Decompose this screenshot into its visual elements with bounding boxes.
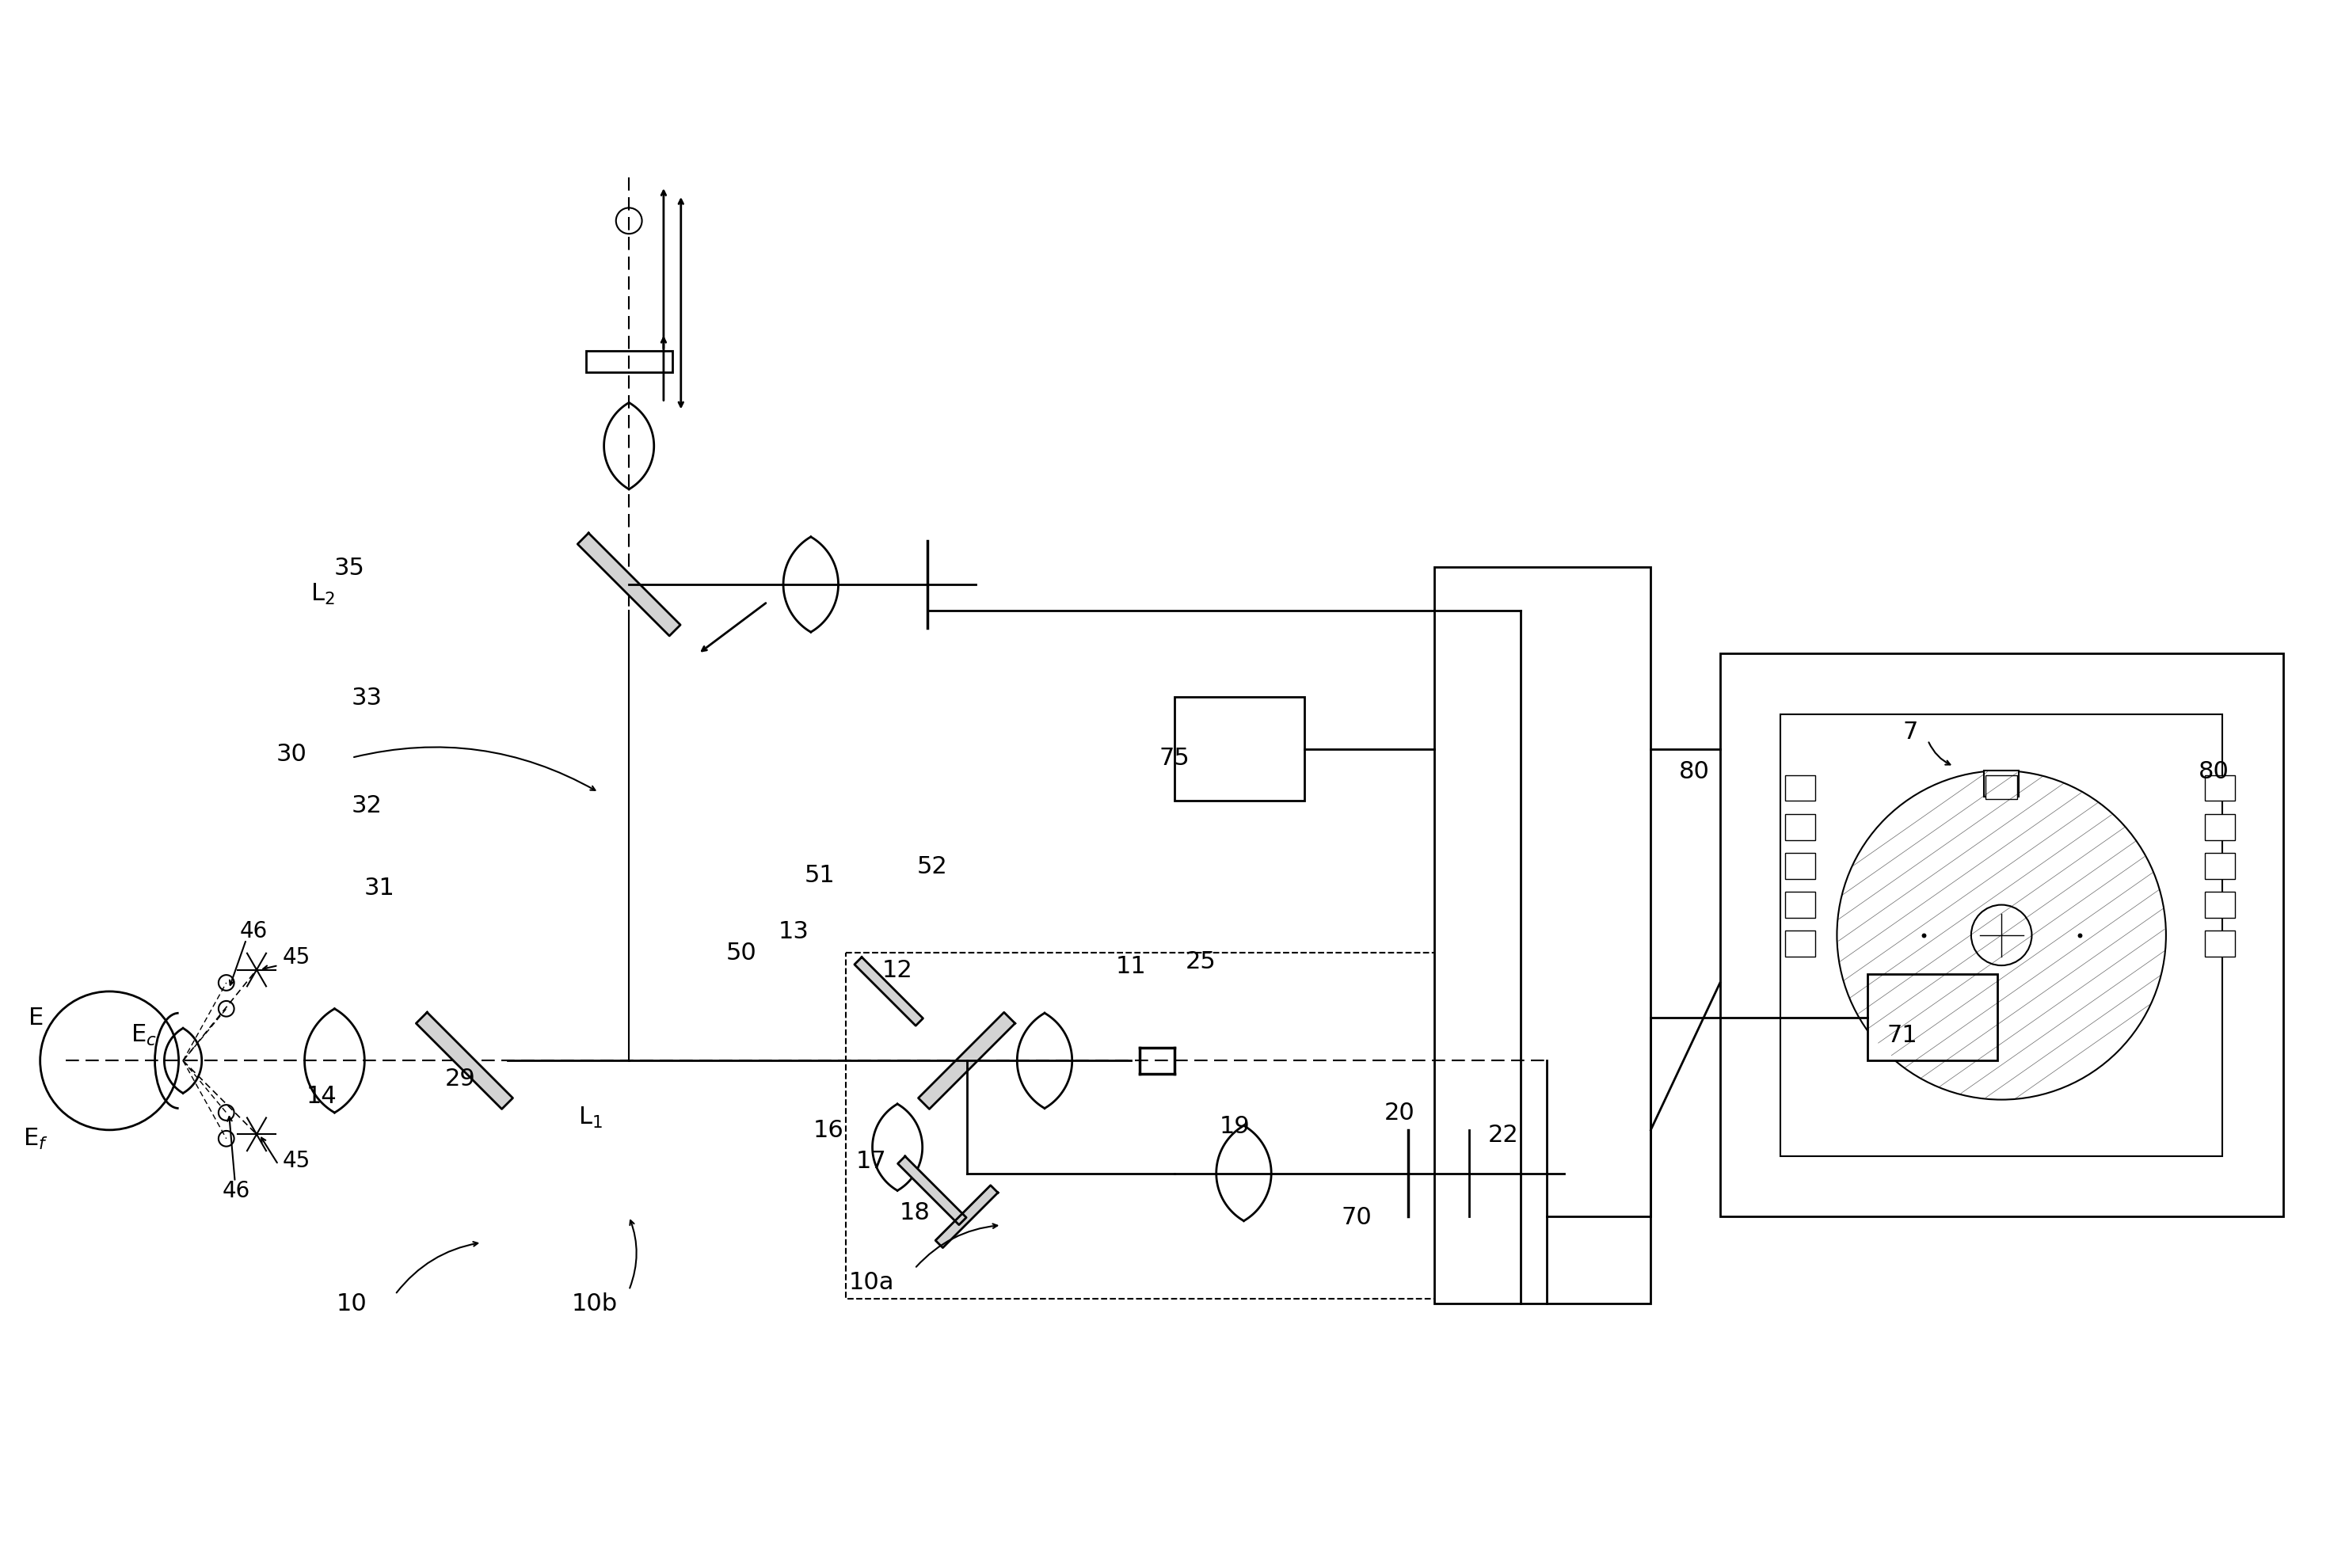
Bar <box>1785 931 1816 956</box>
Text: 33: 33 <box>352 685 383 709</box>
Text: 10b: 10b <box>571 1292 618 1314</box>
Text: 11: 11 <box>1116 955 1146 977</box>
Text: 71: 71 <box>1886 1024 1917 1046</box>
Polygon shape <box>855 958 923 1025</box>
Bar <box>1985 771 2018 797</box>
Text: 32: 32 <box>352 793 383 817</box>
Text: 45: 45 <box>282 946 310 967</box>
Bar <box>846 953 1539 1298</box>
Bar <box>1785 814 1816 840</box>
Polygon shape <box>897 1157 965 1225</box>
Bar <box>2206 931 2236 956</box>
Polygon shape <box>918 1013 1015 1109</box>
Bar <box>2206 775 2236 801</box>
Text: 31: 31 <box>364 877 395 900</box>
Polygon shape <box>935 1185 998 1248</box>
Bar <box>1867 974 1997 1062</box>
Text: 30: 30 <box>275 742 308 765</box>
Text: 10a: 10a <box>848 1270 895 1294</box>
Text: E$_c$: E$_c$ <box>132 1022 157 1047</box>
Bar <box>1985 775 2018 800</box>
Text: E$_f$: E$_f$ <box>23 1126 49 1151</box>
Text: 46: 46 <box>223 1179 249 1201</box>
Text: 7: 7 <box>1903 721 1919 743</box>
Text: 70: 70 <box>1341 1206 1372 1228</box>
Bar <box>585 351 672 373</box>
Bar <box>1785 775 1816 801</box>
Bar <box>2206 892 2236 919</box>
Bar <box>1785 892 1816 919</box>
Text: 10: 10 <box>336 1292 366 1314</box>
Text: 80: 80 <box>2199 759 2229 782</box>
Text: 20: 20 <box>1384 1101 1414 1124</box>
Text: 17: 17 <box>855 1149 888 1171</box>
Text: 13: 13 <box>778 920 808 942</box>
Text: 25: 25 <box>1186 950 1217 972</box>
Text: 29: 29 <box>444 1066 474 1090</box>
Text: 18: 18 <box>900 1201 930 1225</box>
Text: L$_2$: L$_2$ <box>310 582 334 605</box>
Bar <box>1785 853 1816 880</box>
Polygon shape <box>416 1013 512 1109</box>
Text: 19: 19 <box>1219 1115 1250 1137</box>
Text: 51: 51 <box>803 864 834 886</box>
Text: 35: 35 <box>334 557 364 579</box>
Text: 12: 12 <box>883 958 914 982</box>
Bar <box>1719 654 2283 1217</box>
Text: E: E <box>28 1007 42 1029</box>
Bar <box>1174 698 1304 801</box>
Bar <box>2206 853 2236 880</box>
Bar <box>2206 814 2236 840</box>
Text: 80: 80 <box>1680 759 1710 782</box>
Text: 50: 50 <box>726 941 756 964</box>
Text: 45: 45 <box>282 1149 310 1171</box>
Polygon shape <box>578 533 681 637</box>
Text: L$_1$: L$_1$ <box>578 1105 601 1129</box>
Text: 16: 16 <box>813 1118 843 1142</box>
Text: 22: 22 <box>1489 1123 1520 1146</box>
Text: 46: 46 <box>240 920 268 942</box>
Bar <box>1435 568 1651 1303</box>
Bar <box>1781 715 2222 1156</box>
Text: 52: 52 <box>916 855 947 878</box>
Text: 14: 14 <box>305 1083 336 1107</box>
Text: 75: 75 <box>1158 746 1191 770</box>
